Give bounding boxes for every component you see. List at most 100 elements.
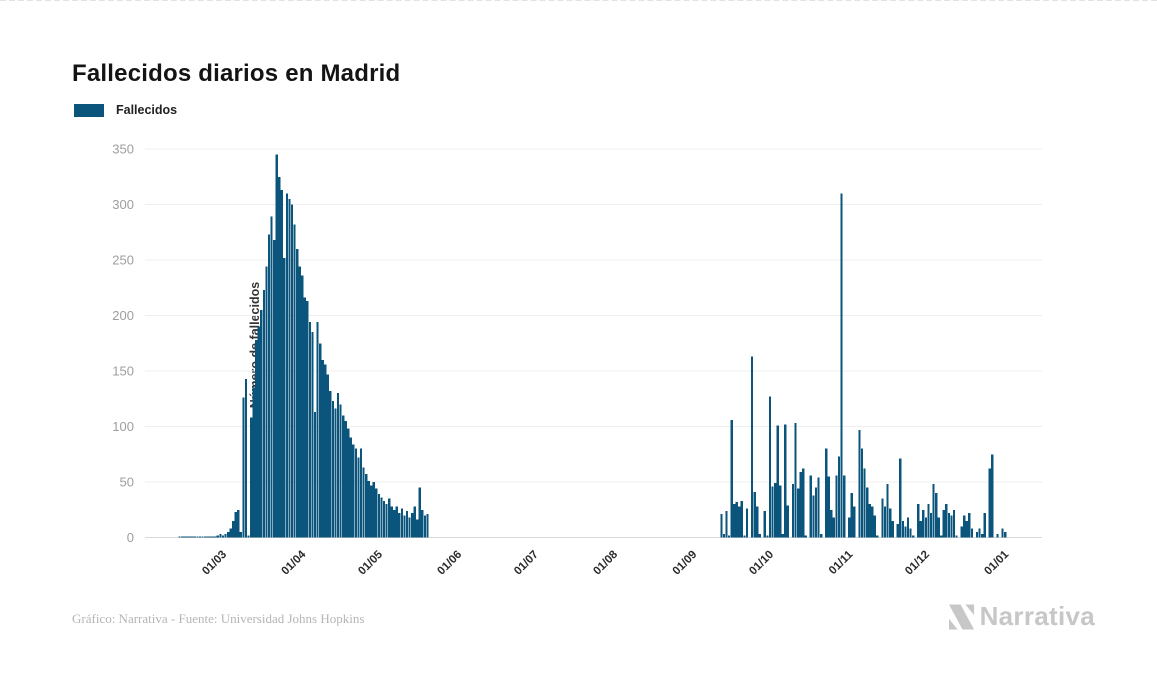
chart-bar: [881, 498, 884, 538]
chart-bar: [771, 486, 774, 538]
chart-bar: [950, 515, 953, 538]
chart-bar: [975, 531, 979, 538]
chart-bar: [842, 475, 846, 538]
chart-bar: [891, 520, 894, 538]
x-tick-label-01/12: 01/12: [903, 549, 932, 578]
chart-bar: [886, 484, 889, 538]
chart-bar: [791, 484, 795, 538]
chart-bar: [848, 517, 851, 538]
narrativa-logomark-icon: [948, 603, 974, 630]
chart-bar: [835, 475, 838, 538]
chart-bar: [896, 524, 899, 538]
chart-bar: [980, 534, 984, 538]
x-tick-label-01/10: 01/10: [747, 549, 776, 578]
chart-bar: [758, 534, 761, 538]
chart-bar: [919, 520, 922, 538]
chart-bar: [901, 520, 905, 538]
chart-bar: [781, 534, 784, 538]
chart-bar: [991, 454, 994, 538]
legend-item-fallecidos[interactable]: Fallecidos: [74, 103, 177, 117]
chart-bar: [922, 509, 925, 538]
chart-bar: [773, 483, 777, 538]
chart-bar: [727, 535, 731, 538]
chart-bar: [804, 535, 807, 538]
chart-bar: [932, 484, 935, 538]
chart-bar: [868, 504, 871, 538]
chart-bar: [730, 419, 733, 538]
chart-bar: [819, 534, 823, 538]
chart-bar: [876, 535, 879, 538]
chart-bar: [983, 513, 986, 538]
chart-bar: [722, 534, 726, 538]
chart-bar: [929, 513, 933, 538]
chart-bar: [965, 520, 968, 538]
chart-bar: [960, 526, 963, 538]
chart-bar: [738, 506, 741, 538]
y-axis-title: Número de fallecidos: [248, 281, 262, 409]
chart-bar: [812, 495, 815, 538]
chart-bar: [779, 485, 782, 538]
chart-bar: [850, 493, 853, 538]
chart-bar: [776, 425, 779, 538]
chart-bar: [786, 505, 790, 538]
chart-bar: [840, 193, 843, 538]
chart-bar: [924, 517, 928, 538]
narrativa-logo: Narrativa: [948, 601, 1095, 632]
x-tick-label-01/11: 01/11: [827, 548, 856, 577]
x-tick-label-01/06: 01/06: [435, 549, 464, 578]
chart-bar: [945, 504, 948, 538]
chart-bar: [725, 510, 728, 538]
chart-bar: [970, 528, 974, 538]
chart-bar: [863, 468, 866, 538]
chart-bar: [952, 509, 956, 538]
chart-bar: [888, 508, 892, 538]
chart-bar: [883, 506, 887, 538]
x-tick-label-01/03: 01/03: [200, 549, 229, 578]
chart-bar: [817, 477, 820, 538]
x-tick-label-01/07: 01/07: [512, 549, 541, 578]
chart-bar: [1003, 531, 1007, 538]
chart-bar: [827, 476, 830, 538]
chart-bar: [743, 535, 746, 538]
chart-bar: [745, 508, 749, 538]
chart-bar: [814, 487, 818, 538]
chart-bar: [860, 448, 864, 538]
chart-bar: [937, 517, 940, 538]
chart-bar: [911, 535, 915, 538]
chart-bar: [756, 506, 759, 538]
chart-bar: [750, 356, 754, 538]
chart-bar: [927, 504, 930, 538]
x-tick-label-01/09: 01/09: [671, 549, 700, 578]
chart-bar: [873, 515, 876, 538]
legend-label: Fallecidos: [116, 103, 178, 117]
chart-bar: [1001, 528, 1004, 538]
chart-bar: [733, 504, 736, 538]
chart-bar: [988, 468, 991, 538]
chart-bar: [899, 458, 902, 538]
chart-bar: [978, 528, 981, 538]
chart-bar: [940, 535, 943, 538]
chart-bar: [996, 534, 999, 538]
chart-bar: [740, 500, 744, 538]
chart-bar: [802, 468, 805, 538]
chart-bar: [947, 513, 951, 538]
chart-bar: [963, 515, 966, 538]
chart-bar: [865, 487, 869, 538]
chart-bar: [909, 528, 912, 538]
x-tick-label-01/01: 01/01: [982, 548, 1011, 577]
chart-bar: [904, 526, 907, 538]
chart-bar: [830, 509, 833, 538]
chart-bar: [794, 423, 797, 538]
chart-bar: [942, 509, 945, 538]
chart-bar: [768, 396, 772, 538]
chart-bar: [917, 504, 920, 538]
chart-bar: [735, 501, 738, 538]
chart-bar: [809, 475, 813, 538]
chart-bar: [934, 493, 938, 538]
chart-bar: [968, 513, 971, 538]
page-title: Fallecidos diarios en Madrid: [72, 60, 401, 88]
chart-bar: [763, 510, 767, 538]
chart-bar: [753, 491, 756, 538]
x-tick-label-01/04: 01/04: [280, 548, 309, 577]
chart-bar: [799, 472, 802, 538]
